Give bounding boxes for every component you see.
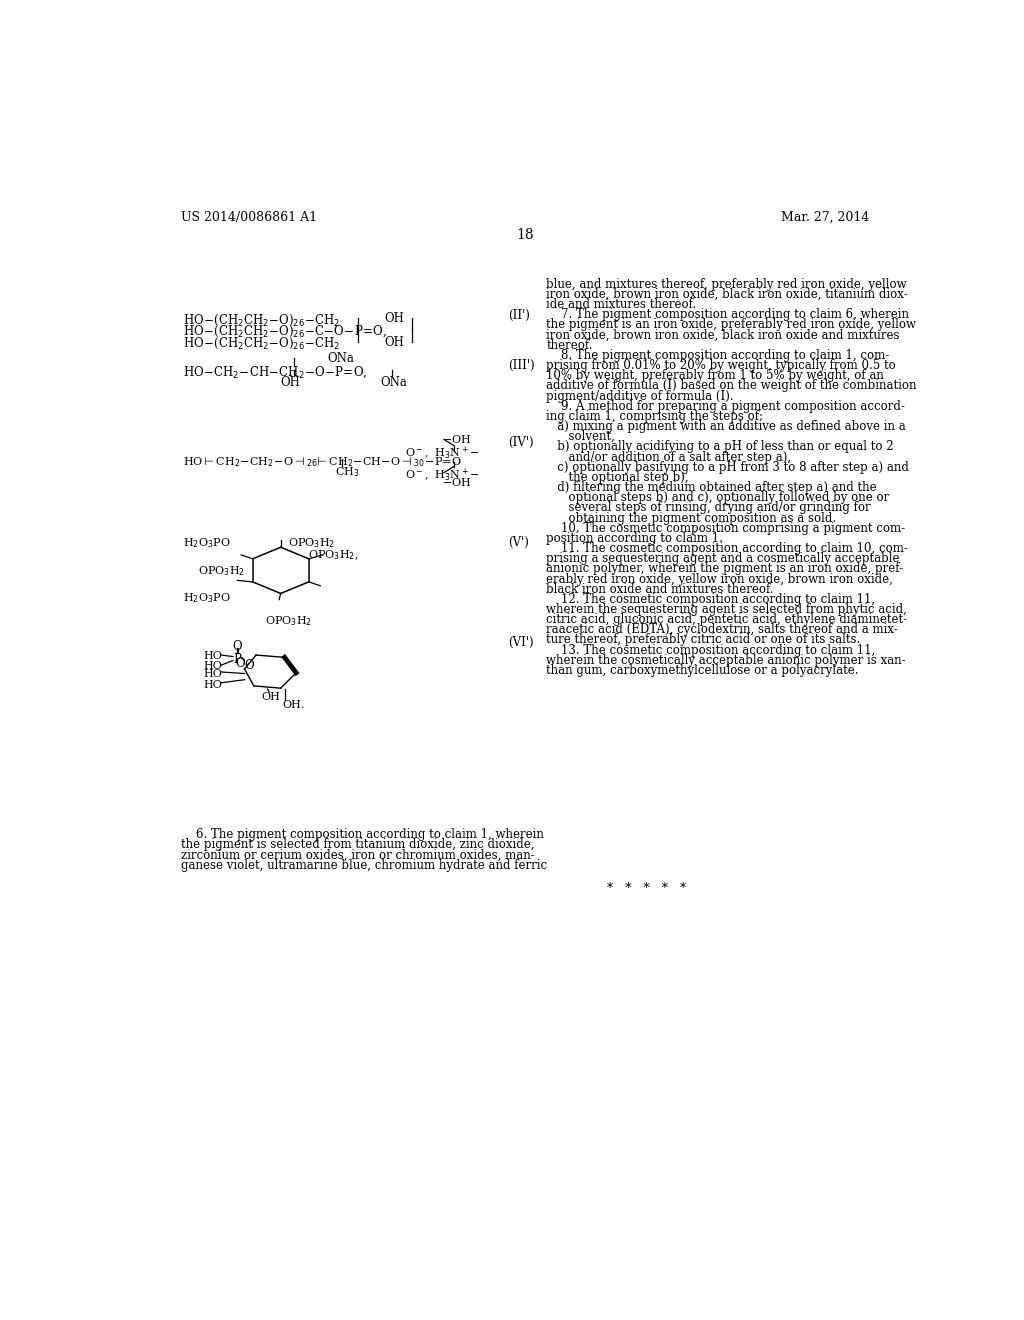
Text: pigment/additive of formula (I).: pigment/additive of formula (I). (547, 389, 734, 403)
Text: P: P (233, 653, 241, 665)
Text: (VI'): (VI') (508, 636, 534, 649)
Text: ONa: ONa (327, 352, 353, 366)
Text: 18: 18 (516, 227, 534, 242)
Text: (V'): (V') (508, 536, 528, 549)
Text: HO$\!-\!$CH$_2\!-\!$CH$\!-\!$CH$_2\!-\!$O$\!-\!$P$\!=\!$O,: HO$\!-\!$CH$_2\!-\!$CH$\!-\!$CH$_2\!-\!$… (183, 364, 368, 380)
Text: optional steps b) and c), optionally followed by one or: optional steps b) and c), optionally fol… (547, 491, 890, 504)
Text: O: O (245, 659, 254, 672)
Text: 8. The pigment composition according to claim 1, com-: 8. The pigment composition according to … (547, 348, 890, 362)
Text: US 2014/0086861 A1: US 2014/0086861 A1 (180, 211, 316, 224)
Text: than gum, carboxymethylcellulose or a polyacrylate.: than gum, carboxymethylcellulose or a po… (547, 664, 859, 677)
Text: 7. The pigment composition according to claim 6, wherein: 7. The pigment composition according to … (547, 309, 909, 321)
Text: (III'): (III') (508, 359, 535, 372)
Text: c) optionally basifying to a pH from 3 to 8 after step a) and: c) optionally basifying to a pH from 3 t… (547, 461, 909, 474)
Text: OH.: OH. (283, 700, 304, 710)
Text: HO: HO (204, 680, 222, 689)
Text: several steps of rinsing, drying and/or grinding for: several steps of rinsing, drying and/or … (547, 502, 871, 515)
Text: HO: HO (204, 669, 222, 678)
Text: OH: OH (385, 335, 404, 348)
Text: 6. The pigment composition according to claim 1, wherein: 6. The pigment composition according to … (180, 829, 544, 841)
Text: OPO$_3$H$_2$: OPO$_3$H$_2$ (289, 536, 336, 549)
Text: the pigment is an iron oxide, preferably red iron oxide, yellow: the pigment is an iron oxide, preferably… (547, 318, 916, 331)
Text: and/or addition of a salt after step a),: and/or addition of a salt after step a), (547, 450, 792, 463)
Text: 12. The cosmetic composition according to claim 11,: 12. The cosmetic composition according t… (547, 593, 876, 606)
Text: wherein the sequestering agent is selected from phytic acid,: wherein the sequestering agent is select… (547, 603, 907, 616)
Text: d) filtering the medium obtained after step a) and the: d) filtering the medium obtained after s… (547, 480, 877, 494)
Text: solvent,: solvent, (547, 430, 615, 444)
Text: HO$\!-\!$(CH$_2$CH$_2\!-\!$O)$_{26}\!-\!$C$\!-\!$O$\!-\!$P$\!=\!$O,: HO$\!-\!$(CH$_2$CH$_2\!-\!$O)$_{26}\!-\!… (183, 323, 387, 339)
Text: HO$\!-\!$(CH$_2$CH$_2\!-\!$O)$_{26}\!-\!$CH$_2$: HO$\!-\!$(CH$_2$CH$_2\!-\!$O)$_{26}\!-\!… (183, 335, 340, 351)
Text: 13. The cosmetic composition according to claim 11,: 13. The cosmetic composition according t… (547, 644, 876, 656)
Text: citric acid, gluconic acid, pentetic acid, ethylene diaminetet-: citric acid, gluconic acid, pentetic aci… (547, 614, 907, 626)
Text: the pigment is selected from titanium dioxide, zinc dioxide,: the pigment is selected from titanium di… (180, 838, 535, 851)
Text: 10% by weight, preferably from 1 to 5% by weight, of an: 10% by weight, preferably from 1 to 5% b… (547, 370, 885, 383)
Text: O$^-$,  H$_3$N$^+$$-$: O$^-$, H$_3$N$^+$$-$ (406, 444, 480, 461)
Text: ONa: ONa (381, 376, 408, 388)
Text: wherein the cosmetically acceptable anionic polymer is xan-: wherein the cosmetically acceptable anio… (547, 653, 906, 667)
Text: OH: OH (385, 313, 404, 326)
Text: OPO$_3$H$_2$: OPO$_3$H$_2$ (199, 564, 246, 578)
Text: position according to claim 1.: position according to claim 1. (547, 532, 723, 545)
Text: OPO$_3$H$_2$: OPO$_3$H$_2$ (265, 614, 312, 628)
Text: O: O (234, 656, 245, 669)
Text: 9. A method for preparing a pigment composition accord-: 9. A method for preparing a pigment comp… (547, 400, 905, 413)
Text: ture thereof, preferably citric acid or one of its salts.: ture thereof, preferably citric acid or … (547, 634, 860, 647)
Text: additive of formula (I) based on the weight of the combination: additive of formula (I) based on the wei… (547, 379, 916, 392)
Text: $-$OH: $-$OH (442, 433, 472, 445)
Text: *   *   *   *   *: * * * * * (607, 882, 686, 895)
Text: obtaining the pigment composition as a sold.: obtaining the pigment composition as a s… (547, 512, 837, 524)
Text: black iron oxide and mixtures thereof.: black iron oxide and mixtures thereof. (547, 582, 774, 595)
Text: 11. The cosmetic composition according to claim 10, com-: 11. The cosmetic composition according t… (547, 543, 908, 554)
Text: prising a sequestering agent and a cosmetically acceptable: prising a sequestering agent and a cosme… (547, 552, 900, 565)
Text: Mar. 27, 2014: Mar. 27, 2014 (780, 211, 869, 224)
Text: blue, and mixtures thereof, preferably red iron oxide, yellow: blue, and mixtures thereof, preferably r… (547, 277, 907, 290)
Text: HO$\vdash$CH$_2\!-\!$CH$_2\!-\!$O$\dashv_{26}\!\vdash$CH$_2\!-\!$CH$\!-\!$O$\das: HO$\vdash$CH$_2\!-\!$CH$_2\!-\!$O$\dashv… (183, 455, 462, 469)
Text: HO: HO (204, 661, 222, 671)
Text: H$_2$O$_3$PO: H$_2$O$_3$PO (183, 591, 230, 605)
Text: zirconium or cerium oxides, iron or chromium oxides, man-: zirconium or cerium oxides, iron or chro… (180, 849, 535, 862)
Text: erably red iron oxide, yellow iron oxide, brown iron oxide,: erably red iron oxide, yellow iron oxide… (547, 573, 893, 586)
Text: (II'): (II') (508, 309, 529, 322)
Text: OH: OH (281, 376, 301, 388)
Text: b) optionally acidifying to a pH of less than or equal to 2: b) optionally acidifying to a pH of less… (547, 441, 894, 453)
Text: H$_2$O$_3$PO: H$_2$O$_3$PO (183, 536, 230, 549)
Text: OH: OH (261, 692, 281, 702)
Text: iron oxide, brown iron oxide, black iron oxide, titanium diox-: iron oxide, brown iron oxide, black iron… (547, 288, 908, 301)
Text: ide and mixtures thereof.: ide and mixtures thereof. (547, 298, 696, 312)
Text: CH$_3$: CH$_3$ (335, 466, 359, 479)
Text: anionic polymer, wherein the pigment is an iron oxide, pref-: anionic polymer, wherein the pigment is … (547, 562, 903, 576)
Text: thereof.: thereof. (547, 339, 593, 351)
Text: iron oxide, brown iron oxide, black iron oxide and mixtures: iron oxide, brown iron oxide, black iron… (547, 329, 900, 342)
Text: HO: HO (204, 651, 222, 661)
Text: prising from 0.01% to 20% by weight, typically from 0.5 to: prising from 0.01% to 20% by weight, typ… (547, 359, 896, 372)
Text: 10. The cosmetic composition comprising a pigment com-: 10. The cosmetic composition comprising … (547, 521, 905, 535)
Text: O$^-$,  H$_3$N$^+$$-$: O$^-$, H$_3$N$^+$$-$ (406, 466, 480, 483)
Text: OPO$_3$H$_2$,: OPO$_3$H$_2$, (307, 549, 358, 562)
Text: $-$OH: $-$OH (442, 477, 472, 488)
Text: O: O (232, 640, 242, 652)
Text: a) mixing a pigment with an additive as defined above in a: a) mixing a pigment with an additive as … (547, 420, 906, 433)
Text: ing claim 1, comprising the steps of:: ing claim 1, comprising the steps of: (547, 411, 763, 422)
Text: the optional step b),: the optional step b), (547, 471, 689, 484)
Text: ganese violet, ultramarine blue, chromium hydrate and ferric: ganese violet, ultramarine blue, chromiu… (180, 859, 547, 871)
Text: HO$\!-\!$(CH$_2$CH$_2\!-\!$O)$_{26}\!-\!$CH$_2$: HO$\!-\!$(CH$_2$CH$_2\!-\!$O)$_{26}\!-\!… (183, 313, 340, 327)
Text: raacetic acid (EDTA), cyclodextrin, salts thereof and a mix-: raacetic acid (EDTA), cyclodextrin, salt… (547, 623, 898, 636)
Text: (IV'): (IV') (508, 436, 534, 449)
